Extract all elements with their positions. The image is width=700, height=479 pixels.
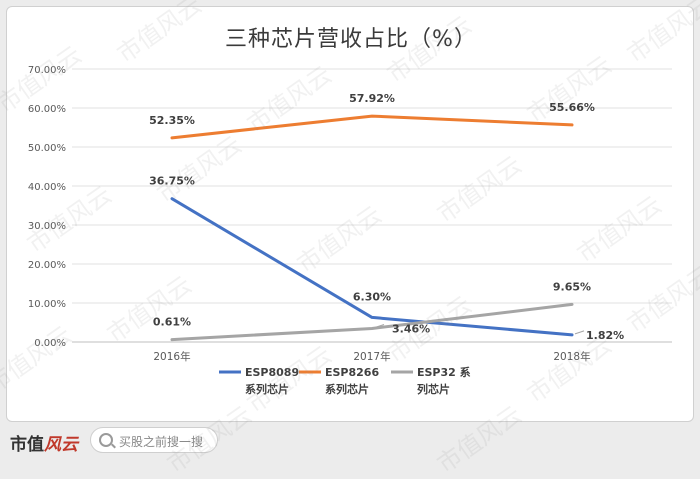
y-tick-label: 30.00% <box>28 221 66 232</box>
search-box[interactable]: 买股之前搜一搜 <box>90 427 218 453</box>
footer-bar: 市值风云 买股之前搜一搜 <box>0 424 700 464</box>
label-leader <box>374 324 385 328</box>
data-label: 55.66% <box>549 101 595 114</box>
data-label: 52.35% <box>149 114 195 127</box>
legend-label: 列芯片 <box>417 382 450 396</box>
line-chart: 0.00% 10.00% 20.00% 30.00% 40.00% 50.00% 60.00… <box>28 65 672 396</box>
legend-label: ESP32 系 <box>417 365 471 379</box>
x-tick-label: 2018年 <box>553 350 590 363</box>
y-tick-label: 20.00% <box>28 260 66 271</box>
chart-card: 三种芯片营收占比（%） 0.00% 10.00% 20.00% 30.00% 40.00… <box>6 6 694 422</box>
y-tick-label: 0.00% <box>34 338 66 349</box>
brand-accent: 风云 <box>44 435 78 455</box>
data-label: 1.82% <box>586 329 624 342</box>
search-placeholder: 买股之前搜一搜 <box>119 435 204 449</box>
y-tick-label: 60.00% <box>28 104 66 115</box>
legend-label: ESP8266 <box>325 366 379 379</box>
data-label: 6.30% <box>353 290 391 303</box>
brand-logo: 市值风云 <box>10 430 78 455</box>
data-label: 3.46% <box>392 323 430 336</box>
chart-title: 三种芯片营收占比（%） <box>225 27 477 52</box>
y-tick-label: 70.00% <box>28 65 66 76</box>
y-tick-label: 50.00% <box>28 143 66 154</box>
legend-label: ESP8089 <box>245 366 299 379</box>
data-label: 0.61% <box>153 316 191 329</box>
data-label: 36.75% <box>149 175 195 188</box>
x-tick-label: 2016年 <box>153 350 190 363</box>
data-label: 9.65% <box>553 280 591 293</box>
y-tick-label: 10.00% <box>28 299 66 310</box>
series-line-2 <box>170 114 574 140</box>
y-tick-label: 40.00% <box>28 182 66 193</box>
x-tick-label: 2017年 <box>353 350 390 363</box>
legend-label: 系列芯片 <box>325 382 369 396</box>
legend-label: 系列芯片 <box>245 382 289 396</box>
search-icon <box>99 433 113 447</box>
series-line-3 <box>170 302 574 342</box>
series-line-1 <box>170 197 574 337</box>
brand-main: 市值 <box>10 435 44 455</box>
label-leader <box>574 330 585 335</box>
data-label: 57.92% <box>349 92 395 105</box>
